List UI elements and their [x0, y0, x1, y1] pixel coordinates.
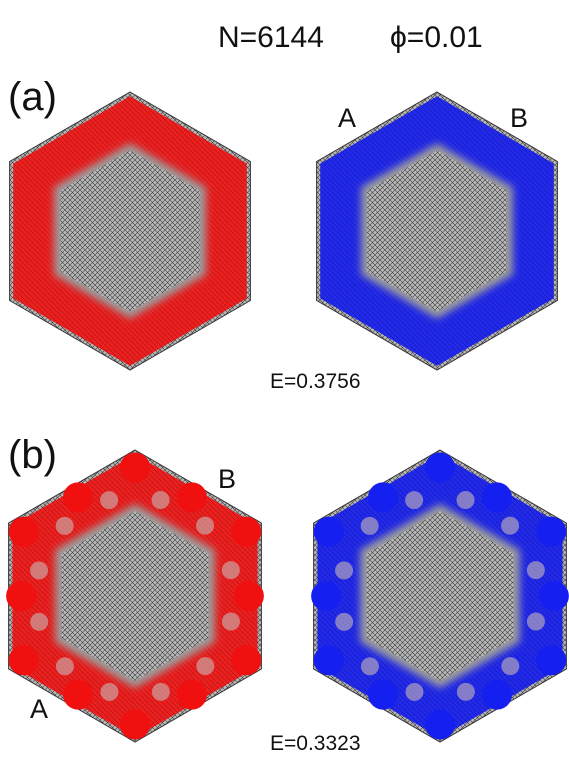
density-blob: [536, 516, 567, 547]
density-blob: [63, 679, 94, 710]
density-blob: [313, 516, 344, 547]
system-size: N=6144: [218, 21, 324, 54]
density-hole: [151, 682, 170, 701]
density-hole: [30, 612, 49, 631]
density-hole: [55, 657, 74, 676]
density-blob: [8, 516, 39, 547]
density-hole: [501, 516, 520, 535]
density-hole: [405, 491, 424, 510]
density-hole: [100, 682, 119, 701]
density-hole: [456, 491, 475, 510]
density-blob: [481, 482, 512, 513]
density-blob: [120, 452, 150, 483]
density-blob: [368, 679, 399, 710]
density-hole: [335, 612, 354, 631]
density-blob: [6, 581, 37, 611]
depleted-core: [366, 511, 514, 681]
lattices: [6, 91, 569, 743]
density-hole: [100, 491, 119, 510]
density-hole: [456, 682, 475, 701]
density-blob: [425, 452, 455, 483]
density-blob: [536, 645, 567, 676]
density-blob: [425, 709, 455, 740]
density-hole: [55, 516, 74, 535]
depleted-core: [367, 150, 507, 312]
site-label: B: [218, 464, 236, 494]
density-hole: [196, 657, 215, 676]
density-blob: [368, 482, 399, 513]
density-hole: [151, 491, 170, 510]
panel-label: (b): [8, 433, 57, 477]
density-blob: [481, 679, 512, 710]
density-blob: [63, 482, 94, 513]
density-blob: [176, 679, 207, 710]
density-blob: [176, 482, 207, 513]
density-hole: [526, 561, 545, 580]
density-hole: [405, 682, 424, 701]
density-hole: [335, 561, 354, 580]
density-blob: [120, 709, 150, 740]
site-label: B: [510, 103, 528, 133]
density-blob: [231, 516, 262, 547]
density-hole: [221, 612, 240, 631]
depleted-core: [61, 511, 209, 681]
density-hole: [30, 561, 49, 580]
density-hole: [360, 657, 379, 676]
density-hole: [360, 516, 379, 535]
site-label: A: [30, 694, 48, 724]
density-blob: [231, 645, 262, 676]
energy-label: E=0.3323: [270, 732, 361, 753]
panel-label: (a): [8, 75, 57, 119]
site-label: A: [338, 103, 356, 133]
density-hole: [526, 612, 545, 631]
density-hole: [196, 516, 215, 535]
density-hole: [501, 657, 520, 676]
density-blob: [313, 645, 344, 676]
density-blob: [8, 645, 39, 676]
density-hole: [221, 561, 240, 580]
density-blob: [311, 581, 342, 611]
depleted-core: [60, 150, 200, 312]
filling: ϕ=0.01: [390, 21, 483, 54]
energy-label: E=0.3756: [270, 370, 361, 393]
density-blob: [538, 581, 569, 611]
density-blob: [233, 581, 264, 611]
